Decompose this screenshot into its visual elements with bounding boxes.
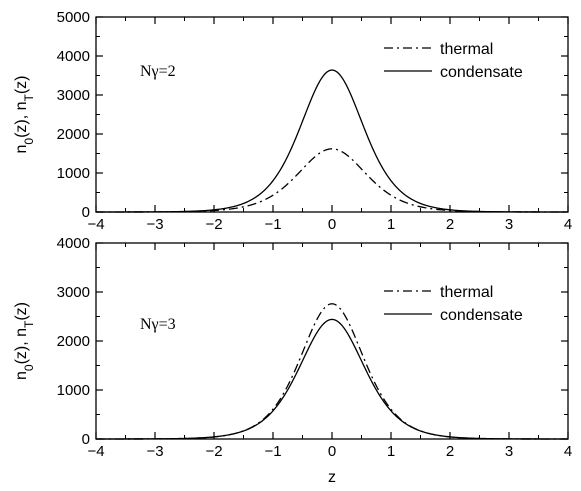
top-panel: −4 −3 −2 −1 0 1 2 3 4 0 1000 2000 3000 4000 5000 n0(z),… [13,9,572,233]
x-tick-label: −4 [87,216,104,233]
x-axis-label: z [328,469,336,486]
x-tick-label: −1 [264,443,281,460]
y-axis-label: n0(z), nT(z) [13,302,36,380]
y-tick-label: 4000 [57,48,90,65]
legend-label-thermal: thermal [440,284,493,301]
x-tick-label: 3 [505,443,513,460]
y-tick-label: 4000 [57,235,90,252]
x-tick-label: 2 [446,216,454,233]
series-line-condensate [96,318,568,440]
x-tick-label: −2 [205,443,222,460]
x-tick-label: 4 [564,216,572,233]
x-tick-label: 2 [446,443,454,460]
y-tick-label: 1000 [57,165,90,182]
legend-label-condensate: condensate [440,64,523,81]
x-tick-label: −1 [264,216,281,233]
series-line-condensate [96,69,568,213]
x-tick-label: 1 [387,216,395,233]
y-tick-label: 5000 [57,9,90,26]
y-tick-label: 3000 [57,284,90,301]
parameter-annotation: Nγ=3 [140,316,176,333]
x-tick-label: −4 [87,443,104,460]
series-line-thermal [96,148,568,213]
x-tick-label: −3 [146,216,163,233]
legend-label-condensate: condensate [440,307,523,324]
plot-frame [95,16,569,213]
legend-label-thermal: thermal [440,41,493,58]
y-tick-label: 0 [82,431,90,448]
y-tick-label: 0 [82,204,90,221]
x-tick-label: −2 [205,216,222,233]
y-tick-label: 3000 [57,87,90,104]
x-tick-label: 0 [328,216,336,233]
y-tick-label: 2000 [57,126,90,143]
parameter-annotation: Nγ=2 [140,63,176,80]
x-tick-label: 0 [328,443,336,460]
bottom-panel: −4 −3 −2 −1 0 1 2 3 4 0 1000 2000 3000 4000 n0(z), nT(… [13,235,572,486]
y-tick-label: 1000 [57,382,90,399]
x-tick-label: 4 [564,443,572,460]
plot-frame [95,242,569,440]
y-axis-label: n0(z), nT(z) [13,75,36,153]
y-tick-label: 2000 [57,333,90,350]
x-tick-label: −3 [146,443,163,460]
x-tick-label: 1 [387,443,395,460]
x-tick-label: 3 [505,216,513,233]
